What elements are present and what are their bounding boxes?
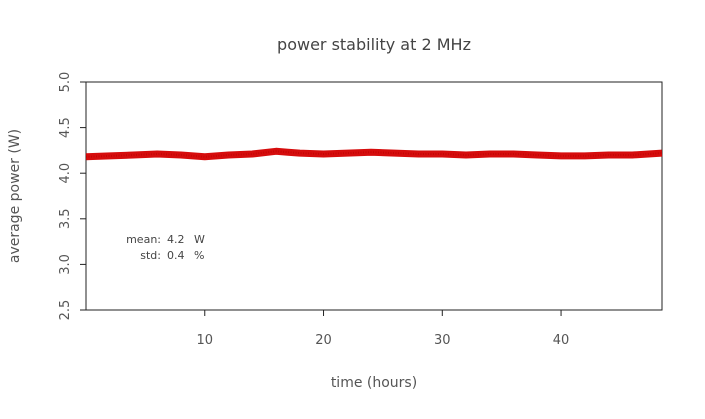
mean-value: 4.2 — [167, 233, 185, 246]
y-axis-label: average power (W) — [7, 129, 23, 263]
y-tick-label: 3.0 — [58, 254, 73, 275]
y-tick-label: 2.5 — [58, 300, 73, 321]
y-tick-label: 4.0 — [58, 163, 73, 184]
series-line-0 — [85, 147, 663, 161]
std-value: 0.4 — [167, 249, 185, 262]
chart-title: power stability at 2 MHz — [277, 35, 471, 54]
y-tick-label: 5.0 — [58, 72, 73, 93]
y-axis: 2.5 3.0 3.5 4.0 4.5 5.0 — [58, 72, 86, 321]
series-layer — [85, 147, 663, 161]
mean-unit: W — [194, 233, 205, 246]
x-axis-label: time (hours) — [331, 375, 417, 391]
x-tick-label: 10 — [196, 333, 213, 348]
mean-label: mean: — [126, 233, 161, 246]
x-tick-label: 20 — [315, 333, 332, 348]
y-tick-label: 3.5 — [58, 208, 73, 229]
plot-frame — [85, 81, 663, 311]
std-label: std: — [140, 249, 161, 262]
std-unit: % — [194, 249, 204, 262]
stats-annotation: mean: 4.2 W std: 0.4 % — [126, 233, 205, 262]
x-tick-label: 30 — [434, 333, 451, 348]
x-tick-label: 40 — [553, 333, 570, 348]
x-axis: 10 20 30 40 — [196, 310, 569, 348]
y-tick-label: 4.5 — [58, 117, 73, 138]
